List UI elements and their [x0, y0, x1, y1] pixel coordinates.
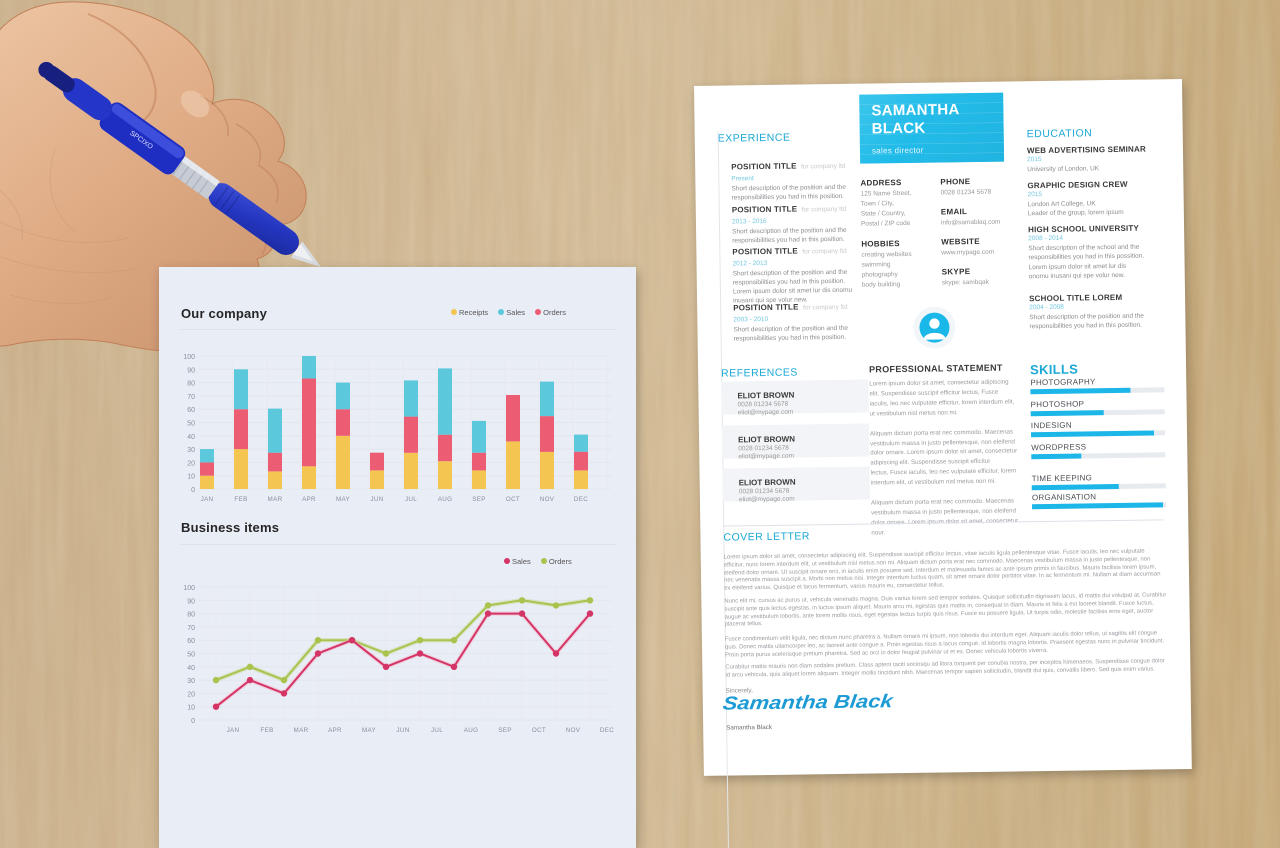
svg-text:MAY: MAY [336, 496, 351, 503]
svg-text:20: 20 [187, 460, 195, 467]
svg-text:MAR: MAR [294, 727, 309, 734]
svg-text:OCT: OCT [532, 727, 546, 734]
svg-text:50: 50 [187, 652, 195, 659]
svg-text:0: 0 [191, 487, 195, 494]
svg-text:SEP: SEP [472, 496, 486, 503]
svg-text:MAR: MAR [268, 496, 283, 503]
svg-text:0: 0 [191, 718, 195, 725]
svg-text:JUN: JUN [396, 727, 409, 734]
svg-text:JAN: JAN [201, 496, 214, 503]
svg-text:APR: APR [328, 727, 342, 734]
svg-text:MAY: MAY [362, 727, 377, 734]
svg-text:JUL: JUL [431, 727, 443, 734]
svg-text:50: 50 [187, 421, 195, 428]
svg-text:60: 60 [187, 638, 195, 645]
svg-text:80: 80 [187, 612, 195, 619]
svg-text:70: 70 [187, 625, 195, 632]
svg-text:30: 30 [187, 447, 195, 454]
svg-text:OCT: OCT [506, 496, 520, 503]
svg-text:FEB: FEB [234, 496, 247, 503]
svg-text:70: 70 [187, 394, 195, 401]
svg-text:90: 90 [187, 598, 195, 605]
svg-text:30: 30 [187, 678, 195, 685]
svg-text:FEB: FEB [260, 727, 273, 734]
svg-text:JUL: JUL [405, 496, 417, 503]
svg-text:90: 90 [187, 367, 195, 374]
svg-text:NOV: NOV [566, 727, 581, 734]
svg-text:80: 80 [187, 381, 195, 388]
svg-text:10: 10 [187, 705, 195, 712]
svg-text:AUG: AUG [464, 727, 479, 734]
svg-text:60: 60 [187, 407, 195, 414]
svg-text:NOV: NOV [540, 496, 555, 503]
svg-text:AUG: AUG [438, 496, 453, 503]
svg-text:JUN: JUN [370, 496, 383, 503]
svg-text:JAN: JAN [227, 727, 240, 734]
svg-text:40: 40 [187, 434, 195, 441]
svg-text:10: 10 [187, 474, 195, 481]
svg-text:DEC: DEC [600, 727, 614, 734]
svg-text:DEC: DEC [574, 496, 588, 503]
svg-text:40: 40 [187, 665, 195, 672]
svg-text:100: 100 [183, 354, 195, 361]
svg-text:100: 100 [183, 585, 195, 592]
svg-text:SEP: SEP [498, 727, 512, 734]
svg-text:20: 20 [187, 691, 195, 698]
svg-text:APR: APR [302, 496, 316, 503]
